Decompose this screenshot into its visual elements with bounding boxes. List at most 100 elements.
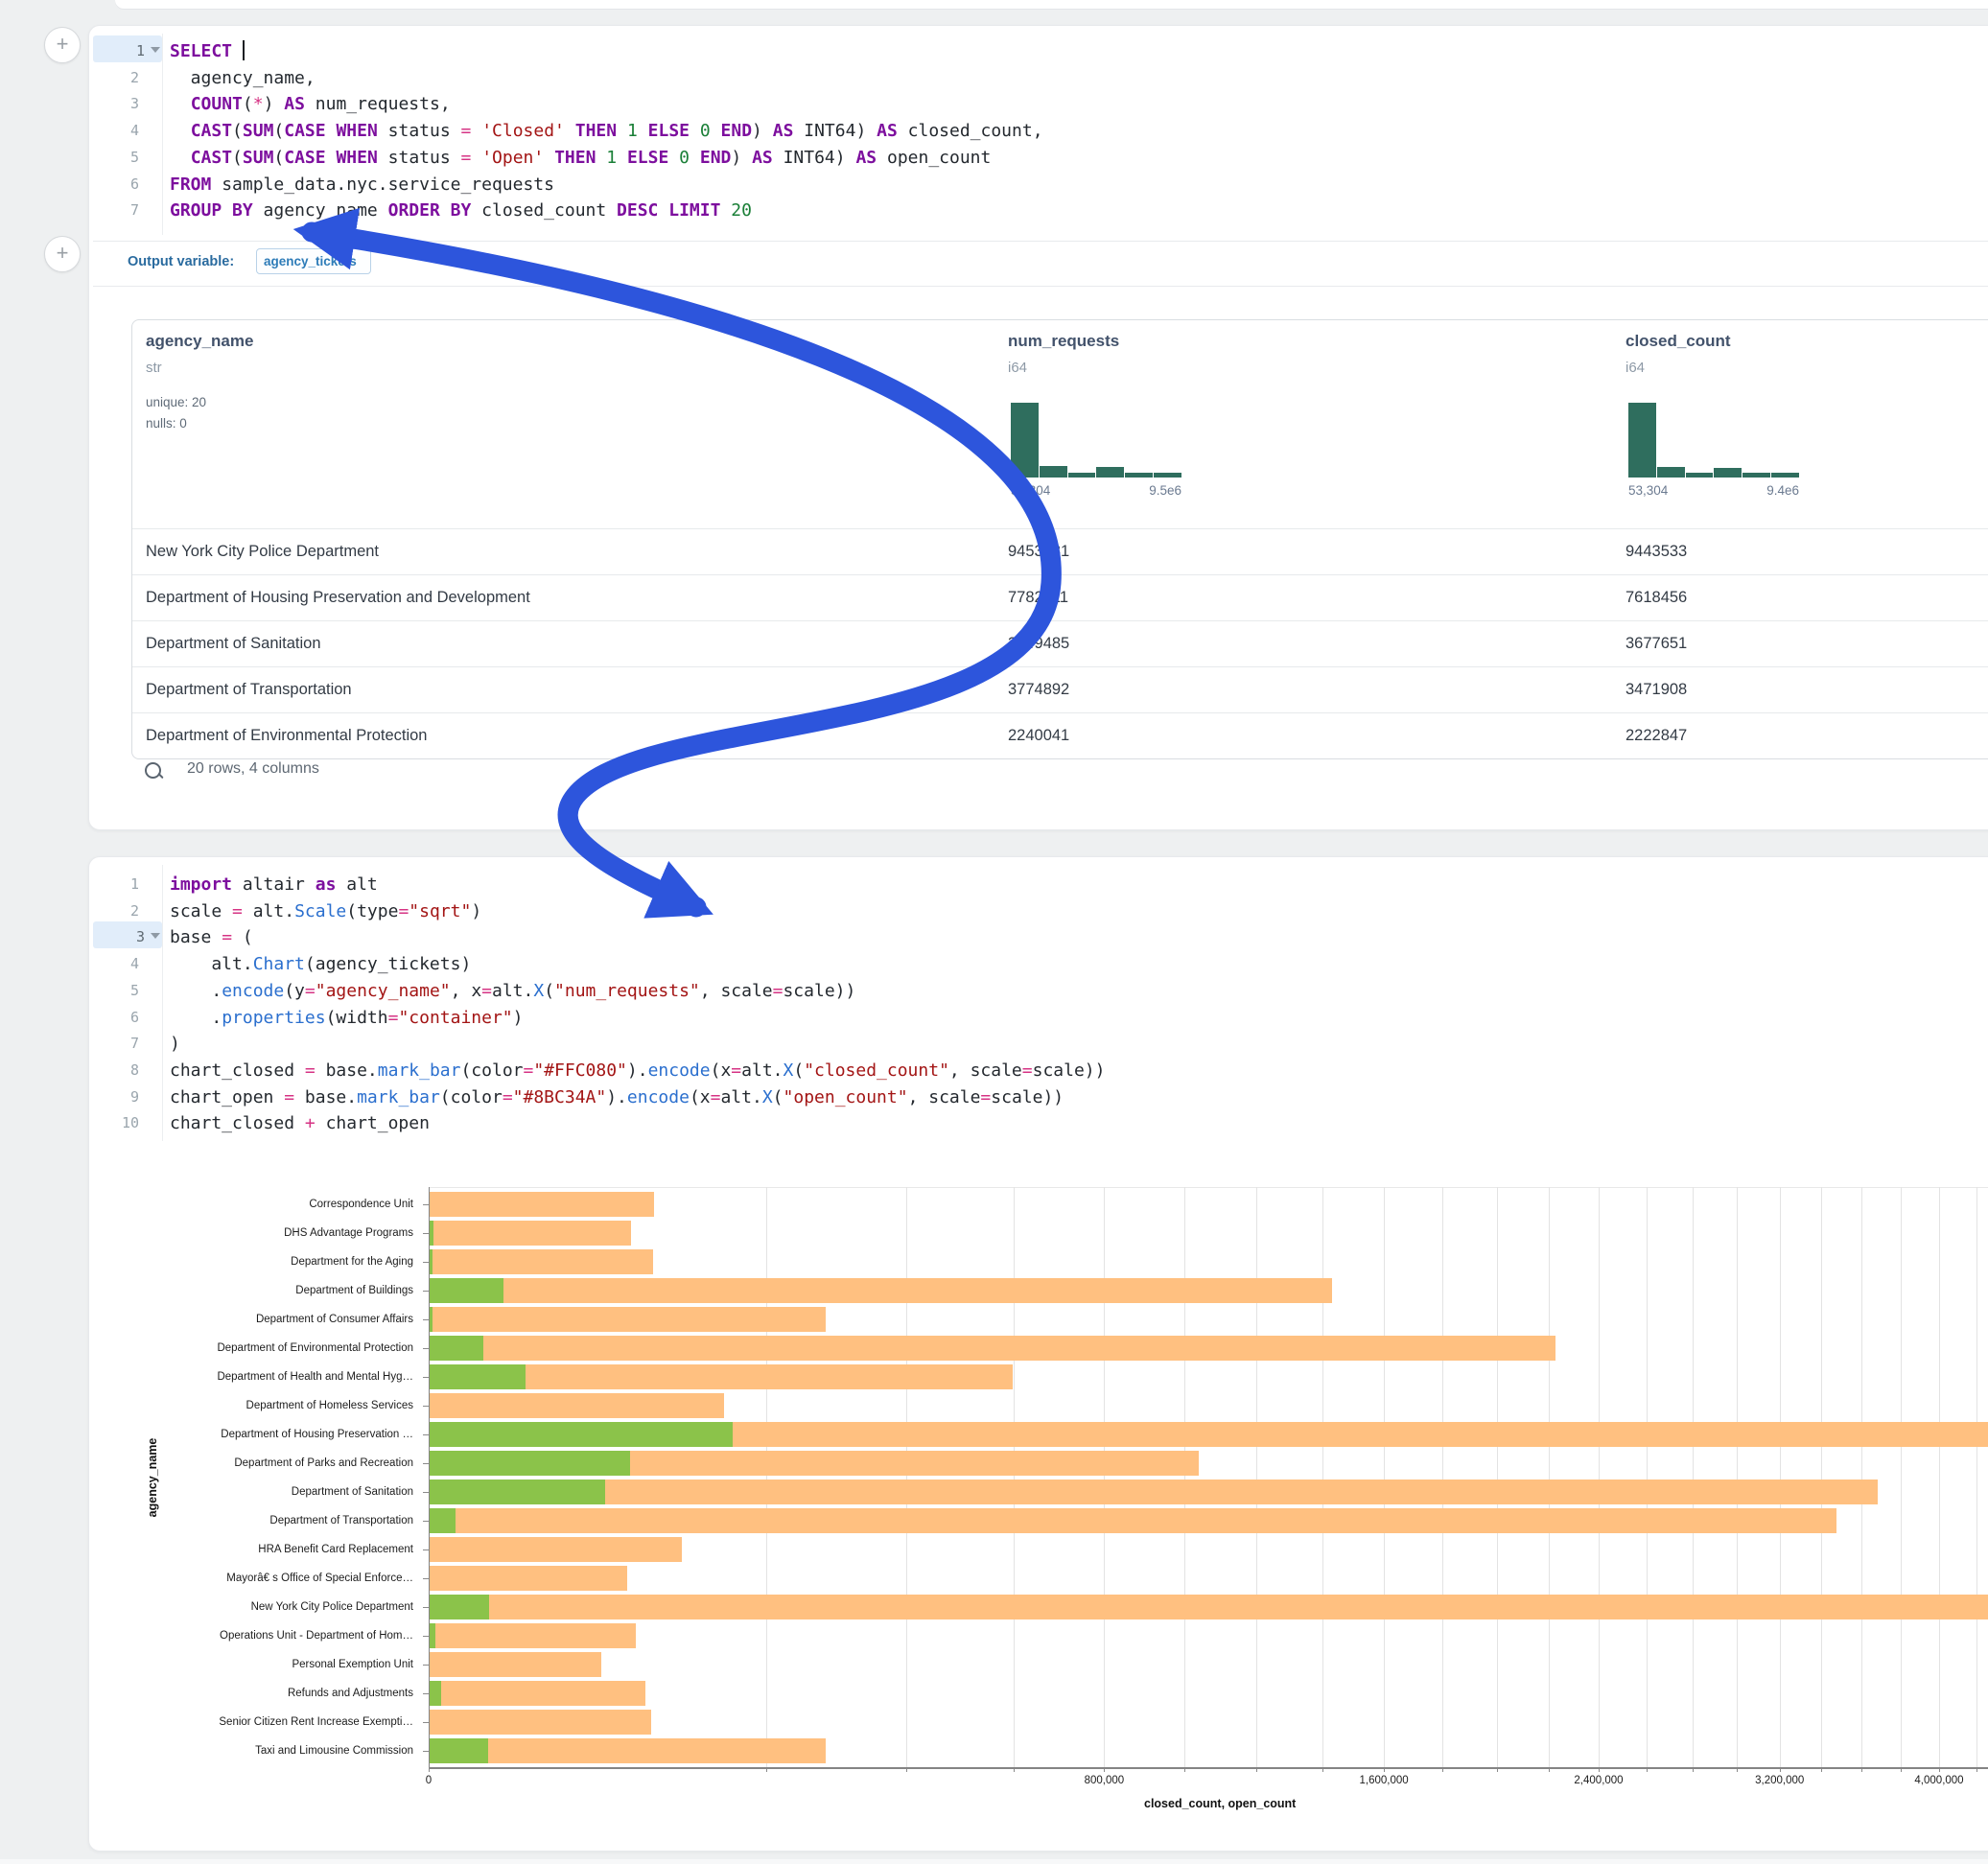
cell-closed-count: 3471908 <box>1625 667 1687 712</box>
sql-cell: 1SELECT 2 agency_name,3 COUNT(*) AS num_… <box>88 25 1988 830</box>
table-preview-card: agency_namestrunique: 20nulls: 0num_requ… <box>131 319 1988 759</box>
x-axis-tick-label: 800,000 <box>1085 1775 1125 1786</box>
y-axis-tick <box>423 1291 429 1292</box>
y-axis-label: Mayorâ€ s Office of Special Enforce… <box>128 1566 413 1591</box>
column-stat: unique: 20 <box>146 395 206 409</box>
gridline <box>1549 1187 1550 1767</box>
add-cell-button-top[interactable]: + <box>44 27 81 63</box>
line-number: 3 <box>89 91 139 117</box>
bar-open-count <box>430 1480 605 1504</box>
y-axis-label: Department of Health and Mental Hyg… <box>128 1364 413 1389</box>
histogram-bar <box>1096 467 1124 478</box>
code-line[interactable]: agency_name, <box>170 65 316 91</box>
bar-closed-count <box>430 1393 724 1418</box>
histogram-max-label: 9.5e6 <box>1011 483 1181 498</box>
output-variable-label: Output variable: <box>128 254 234 269</box>
code-line[interactable]: SELECT <box>170 38 245 64</box>
y-axis-tick <box>423 1693 429 1694</box>
bar-closed-count <box>430 1336 1555 1361</box>
gutter-separator <box>162 34 163 235</box>
cell-closed-count: 3677651 <box>1625 621 1687 666</box>
y-axis-tick <box>423 1607 429 1608</box>
bar-closed-count <box>430 1566 627 1591</box>
y-axis-tick <box>423 1377 429 1378</box>
gridline <box>1647 1187 1648 1767</box>
table-row[interactable]: New York City Police Department945313194… <box>132 528 1988 575</box>
code-line[interactable]: GROUP BY agency_name ORDER BY closed_cou… <box>170 198 752 223</box>
y-axis-label: Refunds and Adjustments <box>128 1681 413 1706</box>
y-axis-label: DHS Advantage Programs <box>128 1221 413 1246</box>
y-axis-label: Department of Environmental Protection <box>128 1336 413 1361</box>
cell-closed-count: 2222847 <box>1625 713 1687 758</box>
y-axis-title: agency_name <box>146 1401 159 1554</box>
y-axis-label: Department for the Aging <box>128 1249 413 1274</box>
histogram-bar <box>1714 468 1742 478</box>
code-line[interactable]: CAST(SUM(CASE WHEN status = 'Open' THEN … <box>170 145 991 171</box>
bar-closed-count <box>430 1480 1878 1504</box>
histogram-bar <box>1686 473 1714 478</box>
histogram-bar <box>1068 473 1096 478</box>
table-row[interactable]: Department of Sanitation37494853677651 <box>132 620 1988 667</box>
bar-closed-count <box>430 1307 826 1332</box>
output-variable-chip[interactable]: agency_tickets <box>256 248 371 274</box>
x-axis-tick-label: 0 <box>426 1775 432 1786</box>
gridline <box>1184 1187 1185 1767</box>
code-line[interactable]: FROM sample_data.nyc.service_requests <box>170 172 554 198</box>
bar-chart: Correspondence Unit DHS Advantage Program… <box>89 857 1988 1851</box>
line-number: 6 <box>89 172 139 198</box>
plot-top-border <box>429 1187 1988 1188</box>
gridline <box>1976 1187 1977 1767</box>
y-axis-label: Department of Sanitation <box>128 1480 413 1504</box>
x-axis-title: closed_count, open_count <box>1144 1797 1296 1810</box>
bar-open-count <box>430 1422 733 1447</box>
table-row[interactable]: Department of Housing Preservation and D… <box>132 574 1988 621</box>
histogram-bar <box>1040 466 1067 478</box>
bar-open-count <box>430 1508 456 1533</box>
gridline <box>1861 1187 1862 1767</box>
divider <box>93 241 1988 242</box>
table-row[interactable]: Department of Environmental Protection22… <box>132 712 1988 759</box>
gridline <box>1256 1187 1257 1767</box>
column-name: closed_count <box>1625 332 1731 351</box>
bar-closed-count <box>430 1192 654 1217</box>
y-axis-label: Department of Parks and Recreation <box>128 1451 413 1476</box>
y-axis-tick <box>423 1233 429 1234</box>
table-row[interactable]: Department of Transportation377489234719… <box>132 666 1988 713</box>
table-footer-summary: 20 rows, 4 columns <box>187 760 319 778</box>
y-axis-tick <box>423 1434 429 1435</box>
y-axis-label: Department of Housing Preservation … <box>128 1422 413 1447</box>
y-axis-tick <box>423 1204 429 1205</box>
y-axis-tick <box>423 1549 429 1550</box>
column-name: agency_name <box>146 332 253 351</box>
column-histogram <box>1628 403 1799 478</box>
bar-open-count <box>430 1623 435 1648</box>
code-line[interactable]: COUNT(*) AS num_requests, <box>170 91 451 117</box>
next-cell-edge <box>0 1859 1988 1864</box>
chevron-down-icon[interactable] <box>151 47 160 53</box>
gridline <box>1014 1187 1015 1767</box>
y-axis-label: Operations Unit - Department of Hom… <box>128 1623 413 1648</box>
y-axis-tick <box>423 1463 429 1464</box>
y-axis-tick <box>423 1319 429 1320</box>
y-axis-label: Department of Buildings <box>128 1278 413 1303</box>
search-icon[interactable] <box>145 762 161 779</box>
y-axis-label: Correspondence Unit <box>128 1192 413 1217</box>
bar-closed-count <box>430 1652 601 1677</box>
bar-open-count <box>430 1249 433 1274</box>
gridline <box>1693 1187 1694 1767</box>
add-cell-button-middle[interactable]: + <box>44 236 81 272</box>
gridline <box>1497 1187 1498 1767</box>
y-axis-tick <box>423 1722 429 1723</box>
divider <box>93 286 1988 287</box>
gridline <box>1901 1187 1902 1767</box>
y-axis-label: Senior Citizen Rent Increase Exempti… <box>128 1710 413 1735</box>
bar-open-count <box>430 1336 483 1361</box>
gridline <box>1821 1187 1822 1767</box>
histogram-bar <box>1771 473 1799 478</box>
cell-closed-count: 7618456 <box>1625 575 1687 620</box>
gridline <box>1737 1187 1738 1767</box>
histogram-bar <box>1154 473 1181 478</box>
text-cursor <box>243 40 245 60</box>
previous-cell-edge <box>115 0 1988 9</box>
code-line[interactable]: CAST(SUM(CASE WHEN status = 'Closed' THE… <box>170 118 1043 144</box>
